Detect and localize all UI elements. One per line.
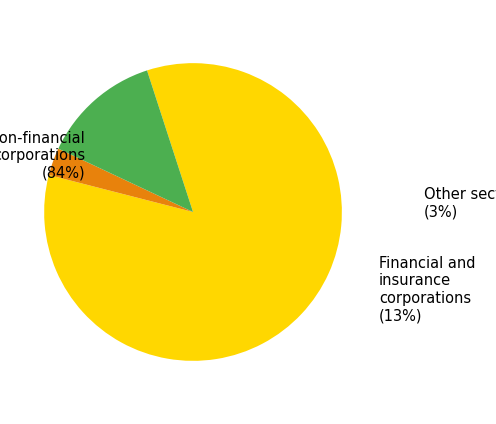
Wedge shape [44,63,342,361]
Text: Financial and
insurance
corporations
(13%): Financial and insurance corporations (13… [379,256,476,323]
Wedge shape [59,70,193,212]
Wedge shape [49,149,193,212]
Text: Other sectors
(3%): Other sectors (3%) [424,187,496,219]
Text: Non-financial
corporations
(84%): Non-financial corporations (84%) [0,131,86,180]
